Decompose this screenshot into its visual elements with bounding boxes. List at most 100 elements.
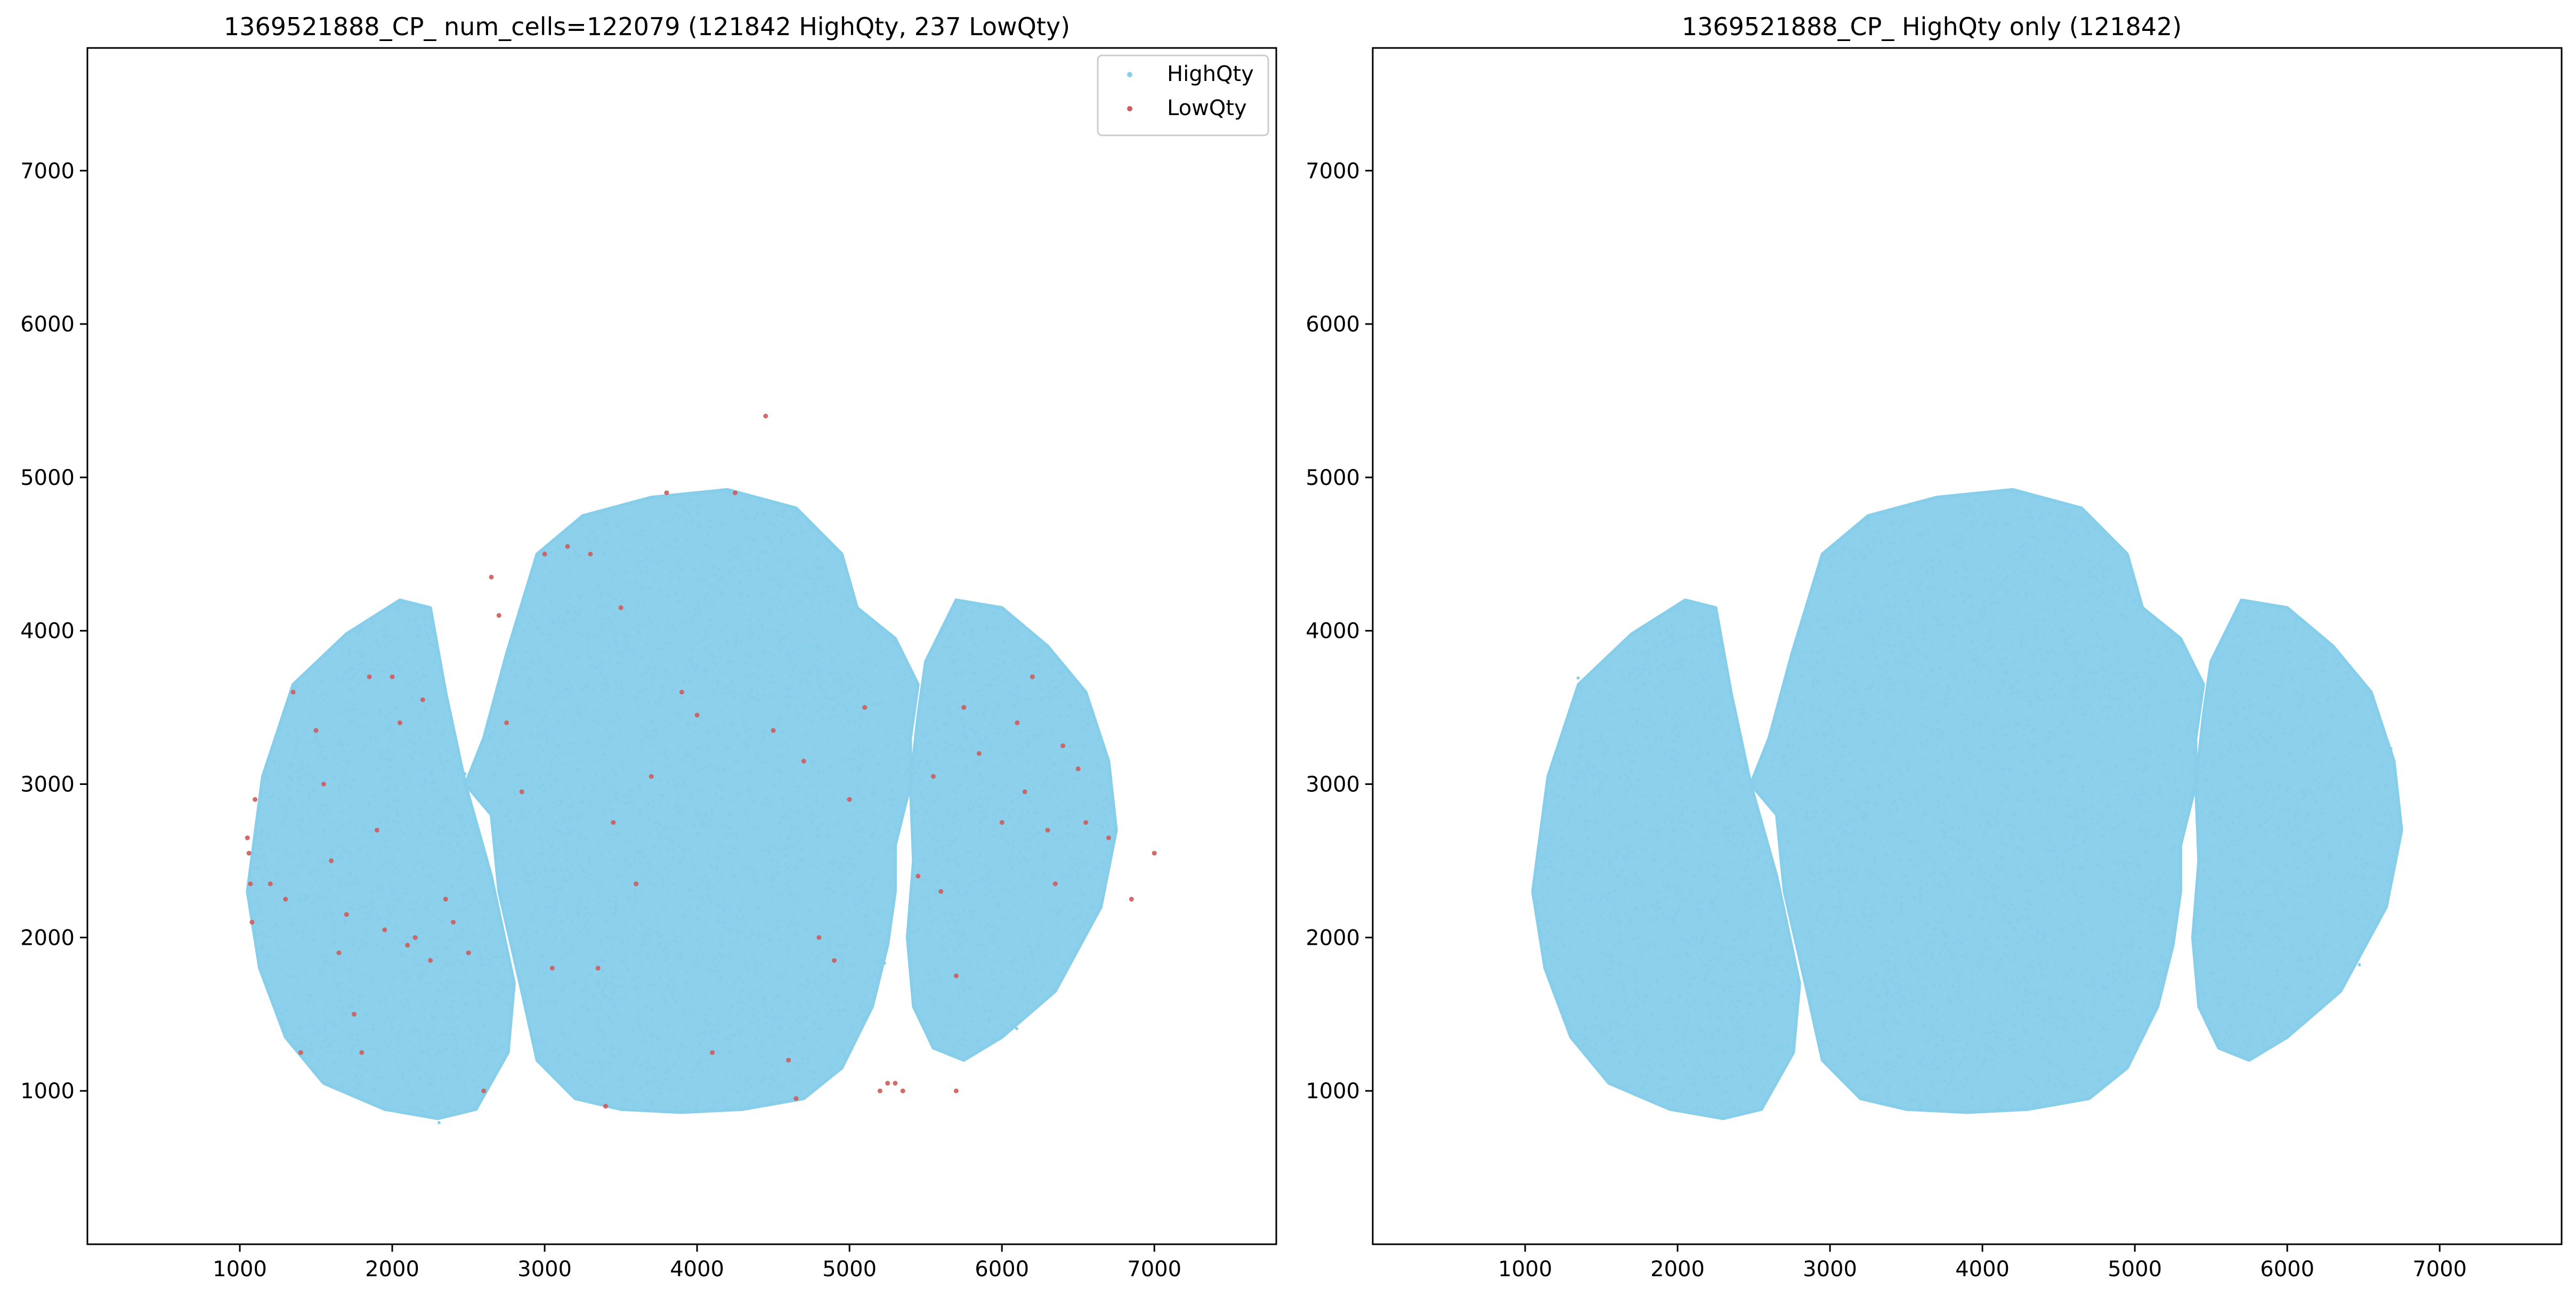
highqty-point	[1041, 912, 1045, 915]
highqty-point	[530, 891, 534, 895]
highqty-point	[336, 899, 340, 903]
highqty-point	[1075, 932, 1079, 936]
highqty-point	[735, 850, 740, 854]
highqty-point	[790, 844, 795, 848]
highqty-point	[408, 1059, 412, 1063]
highqty-point	[1051, 832, 1055, 836]
highqty-point	[1026, 883, 1031, 887]
highqty-point	[772, 653, 775, 656]
highqty-point	[675, 793, 679, 798]
highqty-point	[743, 497, 747, 500]
highqty-point	[883, 910, 887, 913]
highqty-point	[618, 874, 622, 878]
highqty-point	[674, 785, 677, 790]
highqty-point	[630, 588, 634, 592]
highqty-point	[447, 843, 451, 847]
highqty-point	[747, 604, 751, 607]
highqty-point	[341, 676, 345, 679]
highqty-point	[1052, 783, 1056, 788]
highqty-point	[873, 663, 878, 667]
highqty-point	[414, 685, 418, 690]
highqty-point	[447, 797, 450, 801]
highqty-point	[648, 934, 652, 938]
highqty-point	[618, 717, 621, 721]
highqty-point	[932, 816, 936, 820]
highqty-point	[858, 609, 862, 613]
highqty-point	[643, 937, 647, 941]
highqty-point	[827, 897, 831, 901]
highqty-point	[456, 1077, 460, 1081]
highqty-point	[638, 783, 642, 787]
highqty-point	[665, 847, 669, 851]
highqty-point	[725, 637, 729, 642]
highqty-point	[463, 882, 467, 886]
highqty-point	[447, 852, 451, 856]
highqty-point	[530, 575, 534, 580]
highqty-point	[861, 963, 864, 967]
highqty-point	[363, 1058, 367, 1062]
highqty-point	[780, 1024, 784, 1028]
highqty-point	[568, 603, 572, 607]
highqty-point	[682, 879, 686, 883]
left-scatter-panel: 1369521888_CP_ num_cells=122079 (121842 …	[20, 12, 1277, 1282]
highqty-point	[746, 820, 750, 824]
highqty-point	[817, 556, 821, 560]
highqty-point	[346, 707, 350, 711]
highqty-point	[443, 985, 447, 989]
highqty-point	[730, 1005, 734, 1009]
highqty-point	[623, 953, 627, 956]
highqty-point	[421, 865, 425, 869]
highqty-point	[870, 859, 874, 863]
highqty-point	[533, 908, 537, 912]
highqty-point	[982, 752, 985, 757]
highqty-point	[713, 969, 717, 973]
highqty-point	[1048, 696, 1052, 701]
highqty-point	[728, 1043, 732, 1047]
highqty-point	[306, 993, 310, 997]
highqty-point	[984, 954, 987, 958]
highqty-point	[754, 826, 757, 830]
highqty-point	[338, 881, 342, 885]
highqty-point	[808, 528, 812, 532]
highqty-point	[334, 669, 338, 673]
highqty-point	[606, 758, 610, 762]
highqty-point	[362, 669, 366, 673]
highqty-point	[1041, 730, 1045, 734]
highqty-point	[842, 726, 846, 730]
highqty-point	[797, 945, 801, 949]
highqty-point	[1008, 629, 1012, 634]
highqty-point	[599, 617, 603, 620]
highqty-point	[986, 988, 990, 992]
highqty-point	[1064, 784, 1068, 788]
highqty-point	[832, 890, 836, 894]
highqty-point	[668, 764, 671, 767]
highqty-point	[383, 915, 386, 920]
highqty-point	[360, 714, 364, 717]
highqty-point	[305, 1025, 309, 1029]
highqty-point	[598, 739, 602, 743]
highqty-point	[812, 636, 816, 640]
highqty-point	[848, 964, 853, 968]
highqty-point	[845, 861, 849, 864]
highqty-point	[378, 708, 382, 712]
highqty-point	[936, 804, 940, 807]
highqty-point	[563, 687, 567, 691]
highqty-point	[1001, 698, 1005, 702]
highqty-point	[713, 856, 717, 860]
highqty-point	[375, 913, 379, 917]
highqty-point	[587, 540, 592, 544]
highqty-point	[737, 570, 741, 573]
highqty-point	[609, 982, 613, 985]
highqty-point	[645, 911, 650, 915]
highqty-point	[438, 756, 441, 760]
highqty-point	[897, 802, 901, 806]
highqty-point	[723, 960, 727, 964]
highqty-point	[936, 766, 941, 771]
highqty-point	[270, 804, 274, 808]
highqty-point	[644, 764, 647, 767]
highqty-point	[640, 541, 644, 545]
highqty-point	[398, 1050, 402, 1055]
highqty-point	[1009, 810, 1012, 814]
highqty-point	[579, 633, 584, 637]
highqty-point	[833, 630, 837, 634]
